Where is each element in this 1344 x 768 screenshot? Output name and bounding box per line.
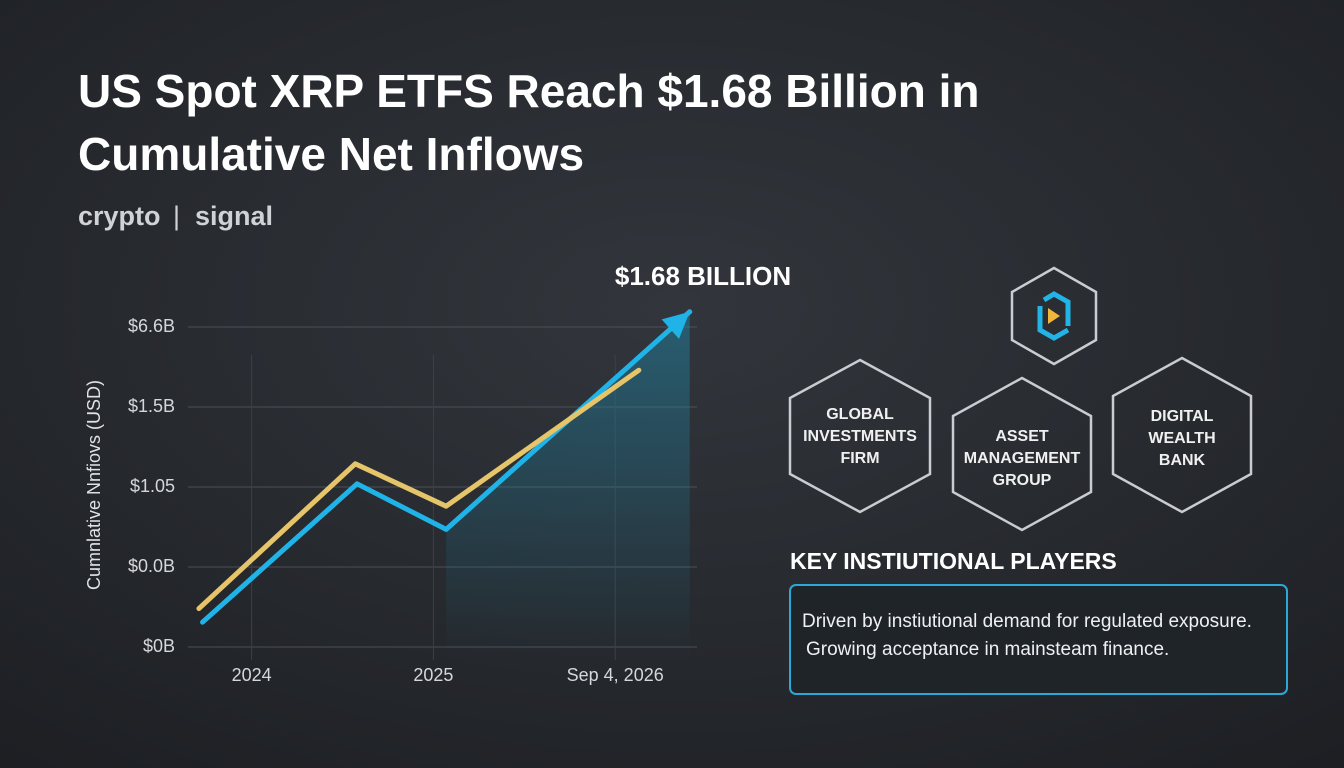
hexagon-label: GLOBAL <box>826 406 894 423</box>
hexagon <box>788 358 932 514</box>
hexagon-label: WEALTH <box>1148 430 1215 447</box>
hexagon <box>951 376 1093 532</box>
title: US Spot XRP ETFS Reach $1.68 Billion in <box>78 65 979 117</box>
y-tick-label: $1.5B <box>128 396 175 416</box>
hexagon-label: GROUP <box>993 472 1052 489</box>
logo-hexagon <box>1010 266 1098 366</box>
title: Cumulative Net Inflows <box>78 128 584 180</box>
y-axis-label: Cumnlative Nnfiovs (USD) <box>84 380 104 590</box>
y-tick-label: $0B <box>143 636 175 656</box>
y-tick-label: $1.05 <box>130 476 175 496</box>
hexagon-label: INVESTMENTS <box>803 428 917 445</box>
x-tick-label: 2025 <box>413 665 453 685</box>
hexagon <box>1111 356 1253 514</box>
note-box <box>789 584 1288 695</box>
y-tick-label: $0.0B <box>128 556 175 576</box>
section-heading: KEY INSTIUTIONAL PLAYERS <box>790 548 1117 574</box>
area-shade <box>446 311 690 660</box>
arrow-head <box>661 311 690 339</box>
annotation: $1.68 BILLION <box>615 261 791 291</box>
x-tick-label: Sep 4, 2026 <box>567 665 664 685</box>
brand: signal <box>195 201 273 231</box>
brand-separator: | <box>173 201 180 231</box>
hexagon-label: BANK <box>1159 452 1206 469</box>
x-tick-label: 2024 <box>232 665 272 685</box>
brand: crypto <box>78 201 161 231</box>
note-text: Growing acceptance in mainsteam finance. <box>806 639 1169 660</box>
hexagon-label: DIGITAL <box>1151 408 1214 425</box>
logo-icon <box>1037 291 1071 341</box>
note-text: Driven by instiutional demand for regula… <box>802 611 1252 632</box>
line <box>196 367 642 612</box>
chart: $6.6B $1.5B $1.05 $0.0B $0B 2024 2025 Sep 4, 20… <box>128 309 697 685</box>
y-tick-label: $6.6B <box>128 316 175 336</box>
hexagon-label: ASSET <box>995 428 1049 445</box>
hexagon-label: FIRM <box>840 450 879 467</box>
hexagon-label: MANAGEMENT <box>964 450 1081 467</box>
